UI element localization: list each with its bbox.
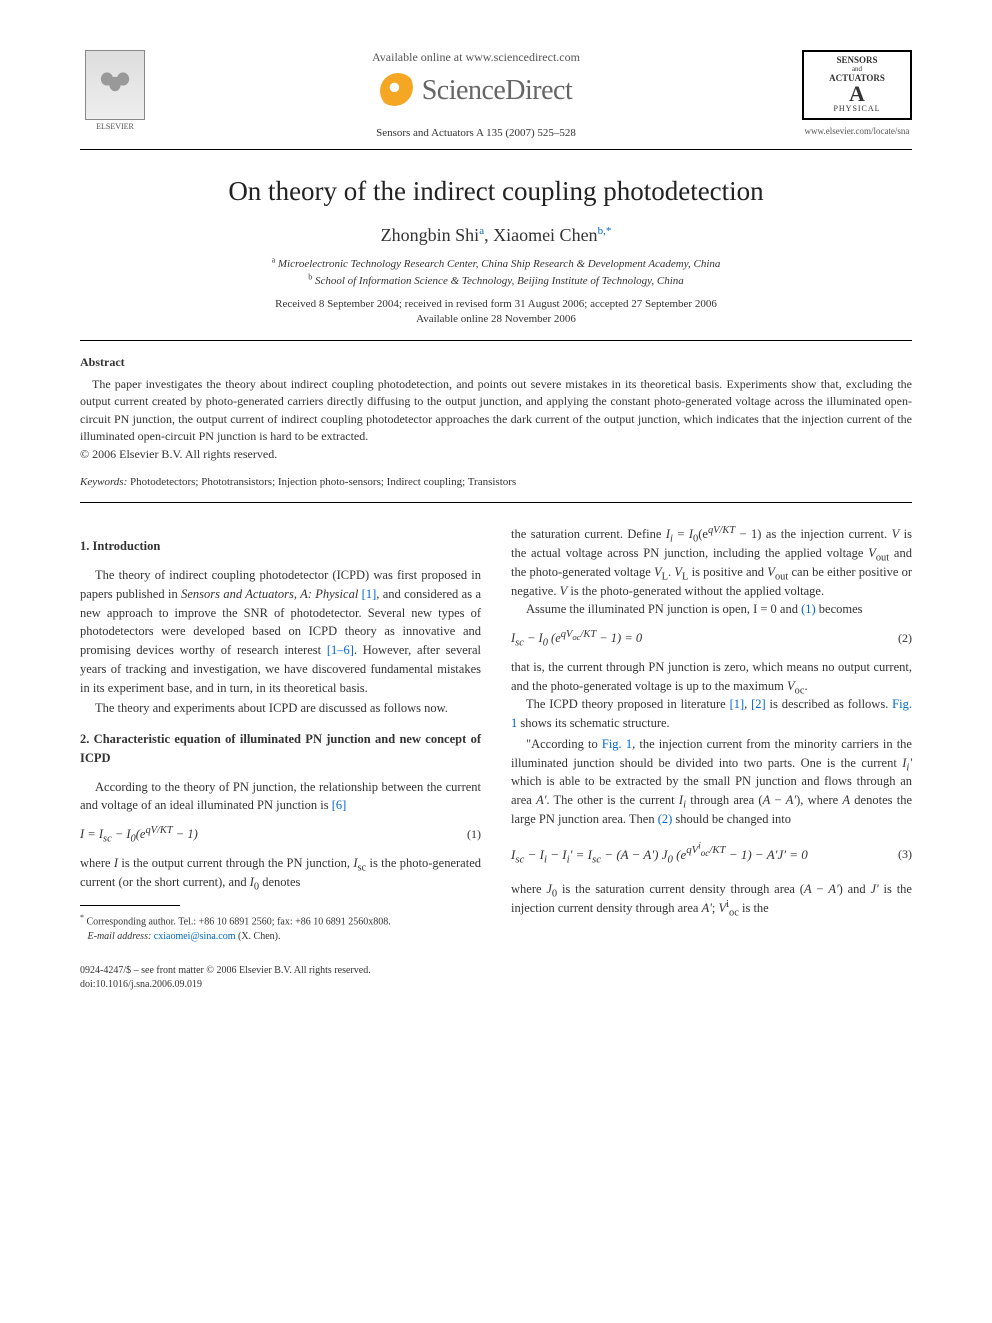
ref-link-lit1[interactable]: [1] xyxy=(730,697,745,711)
elsevier-logo: ELSEVIER xyxy=(80,50,150,131)
right-p4a: The ICPD theory proposed in literature xyxy=(526,697,730,711)
author-sep: , xyxy=(484,225,493,245)
mid-rule-2 xyxy=(80,502,912,503)
article-title: On theory of the indirect coupling photo… xyxy=(80,176,912,207)
equation-3-row: Isc − Ii − Ii' = Isc − (A − A') J0 (eqVi… xyxy=(511,845,912,865)
affil-b: b School of Information Science & Techno… xyxy=(80,273,912,290)
journal-url: www.elsevier.com/locate/sna xyxy=(802,126,912,136)
left-column: 1. Introduction The theory of indirect c… xyxy=(80,525,481,991)
journal-logo-block: SENSORS and ACTUATORS A PHYSICAL www.els… xyxy=(802,50,912,136)
affiliations: a Microelectronic Technology Research Ce… xyxy=(80,256,912,289)
ref-link-1-6[interactable]: [1–6] xyxy=(327,643,354,657)
ref-link-lit2[interactable]: [2] xyxy=(751,697,766,711)
article-dates: Received 8 September 2004; received in r… xyxy=(80,297,912,328)
author-1: Zhongbin Shi xyxy=(381,225,480,245)
sciencedirect-logo: ScienceDirect xyxy=(170,73,782,109)
footnote-separator xyxy=(80,905,180,906)
right-p6: where J0 is the saturation current densi… xyxy=(511,880,912,918)
footnote-corr-text: Corresponding author. Tel.: +86 10 6891 … xyxy=(84,917,391,928)
right-p4c: shows its schematic structure. xyxy=(517,716,669,730)
abstract-heading: Abstract xyxy=(80,355,912,370)
equation-3-number: (3) xyxy=(898,845,912,863)
right-p2a: Assume the illuminated PN junction is op… xyxy=(526,602,801,616)
right-p5a: "According to xyxy=(526,737,602,751)
right-p2: Assume the illuminated PN junction is op… xyxy=(511,600,912,619)
abstract-block: Abstract The paper investigates the theo… xyxy=(80,355,912,463)
keywords-text: Photodetectors; Phototransistors; Inject… xyxy=(130,476,516,488)
eq-ref-2[interactable]: (2) xyxy=(658,812,673,826)
sec1-para1: The theory of indirect coupling photodet… xyxy=(80,566,481,697)
section-2-heading: 2. Characteristic equation of illuminate… xyxy=(80,730,481,768)
online-line: Available online 28 November 2006 xyxy=(80,312,912,327)
equation-2-row: Isc − I0 (eqVoc/KT − 1) = 0 (2) xyxy=(511,629,912,648)
keywords-line: Keywords: Photodetectors; Phototransisto… xyxy=(80,476,912,488)
author-2-affil[interactable]: b, xyxy=(598,225,606,237)
equation-2: Isc − I0 (eqVoc/KT − 1) = 0 xyxy=(511,629,642,648)
page-header: ELSEVIER Available online at www.science… xyxy=(80,50,912,139)
received-line: Received 8 September 2004; received in r… xyxy=(80,297,912,312)
equation-2-number: (2) xyxy=(898,629,912,647)
affil-a: a Microelectronic Technology Research Ce… xyxy=(80,256,912,273)
abstract-copyright: © 2006 Elsevier B.V. All rights reserved… xyxy=(80,447,912,462)
affil-a-text: Microelectronic Technology Research Cent… xyxy=(278,258,721,270)
elsevier-tree-icon xyxy=(85,50,145,120)
citation-line: Sensors and Actuators A 135 (2007) 525–5… xyxy=(170,127,782,139)
footnote-email-link[interactable]: cxiaomei@sina.com xyxy=(151,931,235,942)
body-columns: 1. Introduction The theory of indirect c… xyxy=(80,525,912,991)
keywords-label: Keywords: xyxy=(80,476,127,488)
top-rule xyxy=(80,149,912,150)
eq-ref-1[interactable]: (1) xyxy=(801,602,816,616)
author-2: Xiaomei Chen xyxy=(493,225,597,245)
affil-b-text: School of Information Science & Technolo… xyxy=(315,275,684,287)
ref-link-6[interactable]: [6] xyxy=(332,798,347,812)
right-column: the saturation current. Define Ii = I0(e… xyxy=(511,525,912,991)
right-p5c: should be changed into xyxy=(672,812,791,826)
doi-line: doi:10.1016/j.sna.2006.09.019 xyxy=(80,978,481,992)
sec2-p1a: According to the theory of PN junction, … xyxy=(80,780,481,813)
sec2-para2: where I is the output current through th… xyxy=(80,854,481,892)
right-p1: the saturation current. Define Ii = I0(e… xyxy=(511,525,912,600)
equation-3: Isc − Ii − Ii' = Isc − (A − A') J0 (eqVi… xyxy=(511,845,808,865)
issn-line: 0924-4247/$ – see front matter © 2006 El… xyxy=(80,964,481,978)
equation-1-row: I = Isc − I0(eqV/KT − 1) (1) xyxy=(80,825,481,844)
bottom-meta: 0924-4247/$ – see front matter © 2006 El… xyxy=(80,964,481,992)
footnote-email-tail: (X. Chen). xyxy=(235,931,280,942)
right-p5: "According to Fig. 1, the injection curr… xyxy=(511,735,912,829)
sciencedirect-swirl-icon xyxy=(380,73,416,109)
sec1-journal-italic: Sensors and Actuators, A: Physical xyxy=(181,587,358,601)
equation-1: I = Isc − I0(eqV/KT − 1) xyxy=(80,825,198,844)
right-p2b: becomes xyxy=(816,602,863,616)
journal-physical: PHYSICAL xyxy=(808,105,906,114)
sec2-para1: According to the theory of PN junction, … xyxy=(80,778,481,816)
sciencedirect-text: ScienceDirect xyxy=(422,75,573,107)
mid-rule-1 xyxy=(80,340,912,341)
footnote-email-label: E-mail address: xyxy=(88,931,152,942)
corresponding-star[interactable]: * xyxy=(606,225,612,237)
center-header: Available online at www.sciencedirect.co… xyxy=(150,50,802,139)
sec1-para2: The theory and experiments about ICPD ar… xyxy=(80,699,481,718)
journal-big-a: A xyxy=(808,83,906,105)
available-online-text: Available online at www.sciencedirect.co… xyxy=(170,50,782,65)
fig-ref-1b[interactable]: Fig. 1 xyxy=(602,737,632,751)
right-p4b: is described as follows. xyxy=(766,697,892,711)
equation-1-number: (1) xyxy=(467,825,481,843)
right-p4: The ICPD theory proposed in literature [… xyxy=(511,695,912,733)
journal-cover-box: SENSORS and ACTUATORS A PHYSICAL xyxy=(802,50,912,120)
ref-link-1[interactable]: [1] xyxy=(358,587,376,601)
elsevier-label: ELSEVIER xyxy=(80,122,150,131)
right-p3: that is, the current through PN junction… xyxy=(511,658,912,696)
authors-line: Zhongbin Shia, Xiaomei Chenb,* xyxy=(80,225,912,246)
section-1-heading: 1. Introduction xyxy=(80,537,481,556)
corresponding-footnote: * Corresponding author. Tel.: +86 10 689… xyxy=(80,912,481,943)
abstract-text: The paper investigates the theory about … xyxy=(80,376,912,446)
